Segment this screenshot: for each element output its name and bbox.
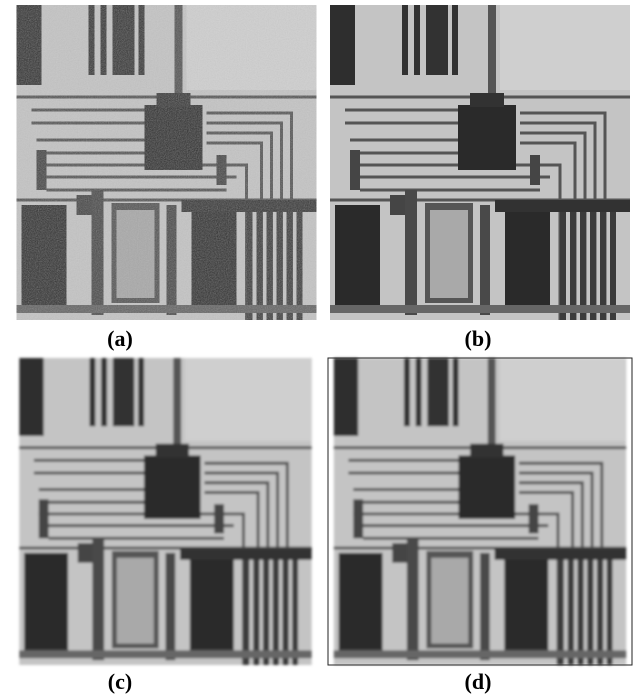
panel-image (334, 358, 626, 665)
panel-image (17, 5, 317, 320)
panel-label: (b) (465, 326, 492, 351)
panel-image (19, 358, 311, 665)
panel-label: (d) (465, 669, 492, 694)
figure: (a) (b) (c) (d) (0, 0, 635, 695)
panel-label: (c) (108, 669, 132, 694)
panel-image (330, 5, 630, 320)
panel-label: (a) (107, 326, 133, 351)
panel-image-group (19, 358, 626, 665)
